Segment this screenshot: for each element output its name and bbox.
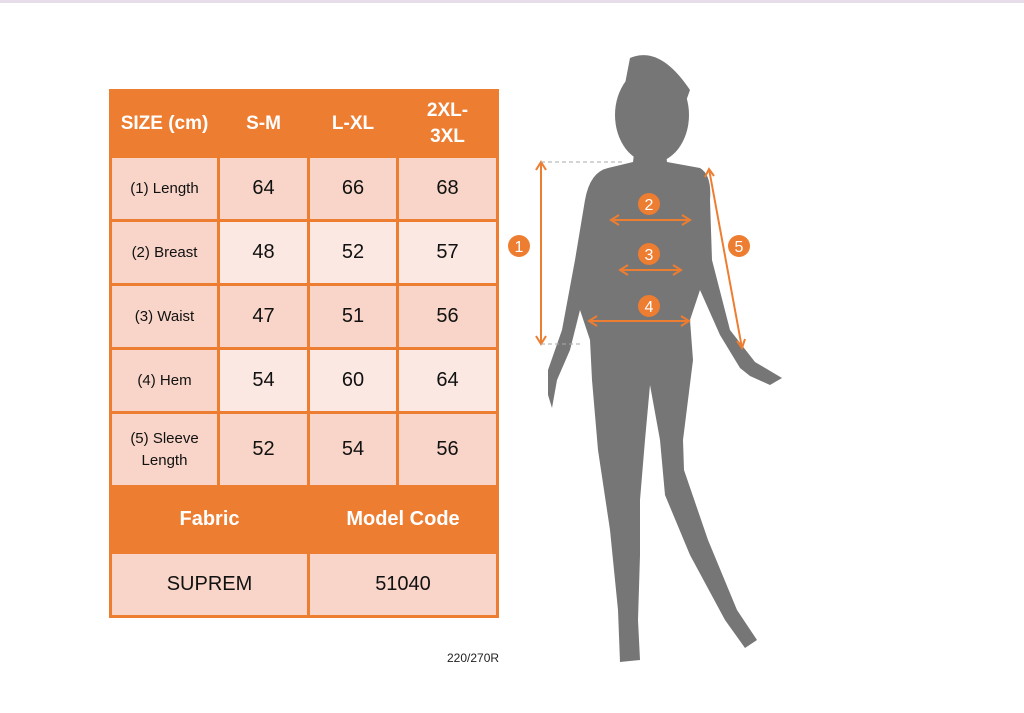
footer-header-row: Fabric Model Code <box>109 485 499 554</box>
size-table: SIZE (cm) S-M L-XL 2XL-3XL (1) Length 64 6… <box>109 89 499 618</box>
cell: 51 <box>307 283 399 350</box>
cell: 52 <box>307 219 399 286</box>
fabric-header: Fabric <box>109 485 310 554</box>
model-code-header: Model Code <box>307 485 499 554</box>
marker-5-icon <box>728 235 750 257</box>
marker-1-icon <box>508 235 530 257</box>
row-label: (3) Waist <box>109 283 220 350</box>
svg-text:1: 1 <box>515 239 524 256</box>
marker-4-icon <box>638 295 660 317</box>
row-label: (2) Breast <box>109 219 220 286</box>
sleeve-arrow <box>708 168 743 349</box>
measurement-markers: 1 2 3 4 5 <box>508 193 750 317</box>
fabric-value: SUPREM <box>109 551 310 618</box>
product-code: 220/270R <box>447 651 500 665</box>
marker-2-icon <box>638 193 660 215</box>
row-label: (5) Sleeve Length <box>109 411 220 488</box>
cell: 47 <box>217 283 310 350</box>
table-row: (2) Breast 48 52 57 <box>109 219 499 286</box>
table-row: (5) Sleeve Length 52 54 56 <box>109 411 499 488</box>
cell: 64 <box>217 155 310 222</box>
table-row: (1) Length 64 66 68 <box>109 155 499 222</box>
cell: 56 <box>396 283 499 350</box>
col-header: L-XL <box>307 89 399 158</box>
cell: 64 <box>396 347 499 414</box>
row-label: (1) Length <box>109 155 220 222</box>
top-border <box>0 0 1024 3</box>
svg-text:3: 3 <box>645 247 654 264</box>
cell: 52 <box>217 411 310 488</box>
cell: 66 <box>307 155 399 222</box>
guide-lines <box>541 161 625 345</box>
footer-value-row: SUPREM 51040 <box>109 551 499 618</box>
marker-3-icon <box>638 243 660 265</box>
size-header: SIZE (cm) <box>109 89 220 158</box>
model-code-value: 51040 <box>307 551 499 618</box>
table-row: (4) Hem 54 60 64 <box>109 347 499 414</box>
cell: 68 <box>396 155 499 222</box>
cell: 54 <box>307 411 399 488</box>
svg-text:4: 4 <box>645 299 654 316</box>
cell: 60 <box>307 347 399 414</box>
silhouette <box>548 55 782 662</box>
table-row: (3) Waist 47 51 56 <box>109 283 499 350</box>
row-label: (4) Hem <box>109 347 220 414</box>
svg-text:5: 5 <box>735 239 744 256</box>
cell: 54 <box>217 347 310 414</box>
col-header: 2XL-3XL <box>396 89 499 158</box>
measurement-arrows <box>535 160 746 351</box>
cell: 57 <box>396 219 499 286</box>
header-row: SIZE (cm) S-M L-XL 2XL-3XL <box>109 89 499 158</box>
col-header: S-M <box>217 89 310 158</box>
svg-text:2: 2 <box>645 197 654 214</box>
cell: 56 <box>396 411 499 488</box>
cell: 48 <box>217 219 310 286</box>
